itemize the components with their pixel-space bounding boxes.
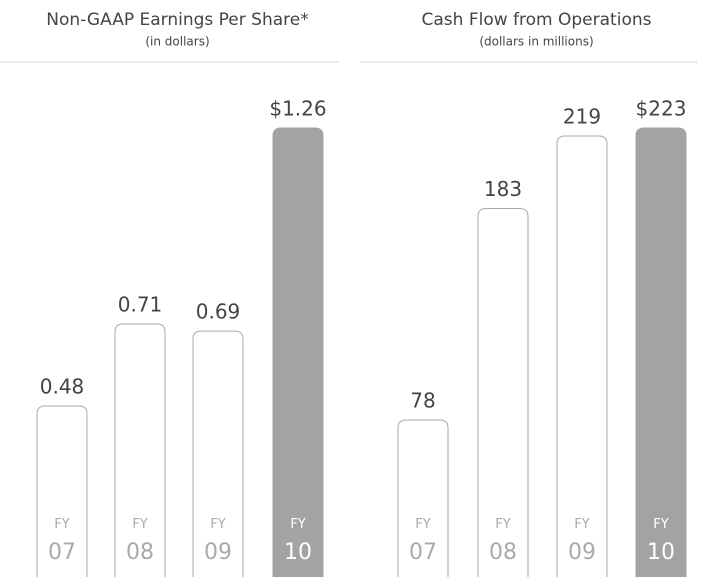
value-label: 78 <box>410 388 435 412</box>
chart-title: Cash Flow from Operations <box>422 10 652 30</box>
bar <box>272 127 324 577</box>
value-label: 0.69 <box>196 300 241 324</box>
value-label: $1.26 <box>269 97 326 121</box>
category-label: FY 08 <box>489 517 517 565</box>
chart-title: Non-GAAP Earnings Per Share* <box>46 10 308 30</box>
value-label: 183 <box>484 177 522 201</box>
bar <box>635 127 687 577</box>
bar <box>114 323 166 577</box>
bar <box>477 208 529 577</box>
chart-subtitle: (dollars in millions) <box>479 35 593 49</box>
value-label: 219 <box>563 105 601 129</box>
category-label: FY 07 <box>409 517 437 565</box>
bar <box>36 405 88 577</box>
bar <box>397 419 449 577</box>
category-label: FY 07 <box>48 517 76 565</box>
chart-subtitle: (in dollars) <box>145 35 209 49</box>
category-label: FY 09 <box>204 517 232 565</box>
value-label: $223 <box>636 97 687 121</box>
bar <box>556 135 608 577</box>
category-label: FY 09 <box>568 517 596 565</box>
value-label: 0.48 <box>40 374 85 398</box>
bar <box>192 330 244 577</box>
category-label: FY 08 <box>126 517 154 565</box>
category-label: FY 10 <box>284 517 312 565</box>
category-label: FY 10 <box>647 517 675 565</box>
value-label: 0.71 <box>118 292 163 316</box>
